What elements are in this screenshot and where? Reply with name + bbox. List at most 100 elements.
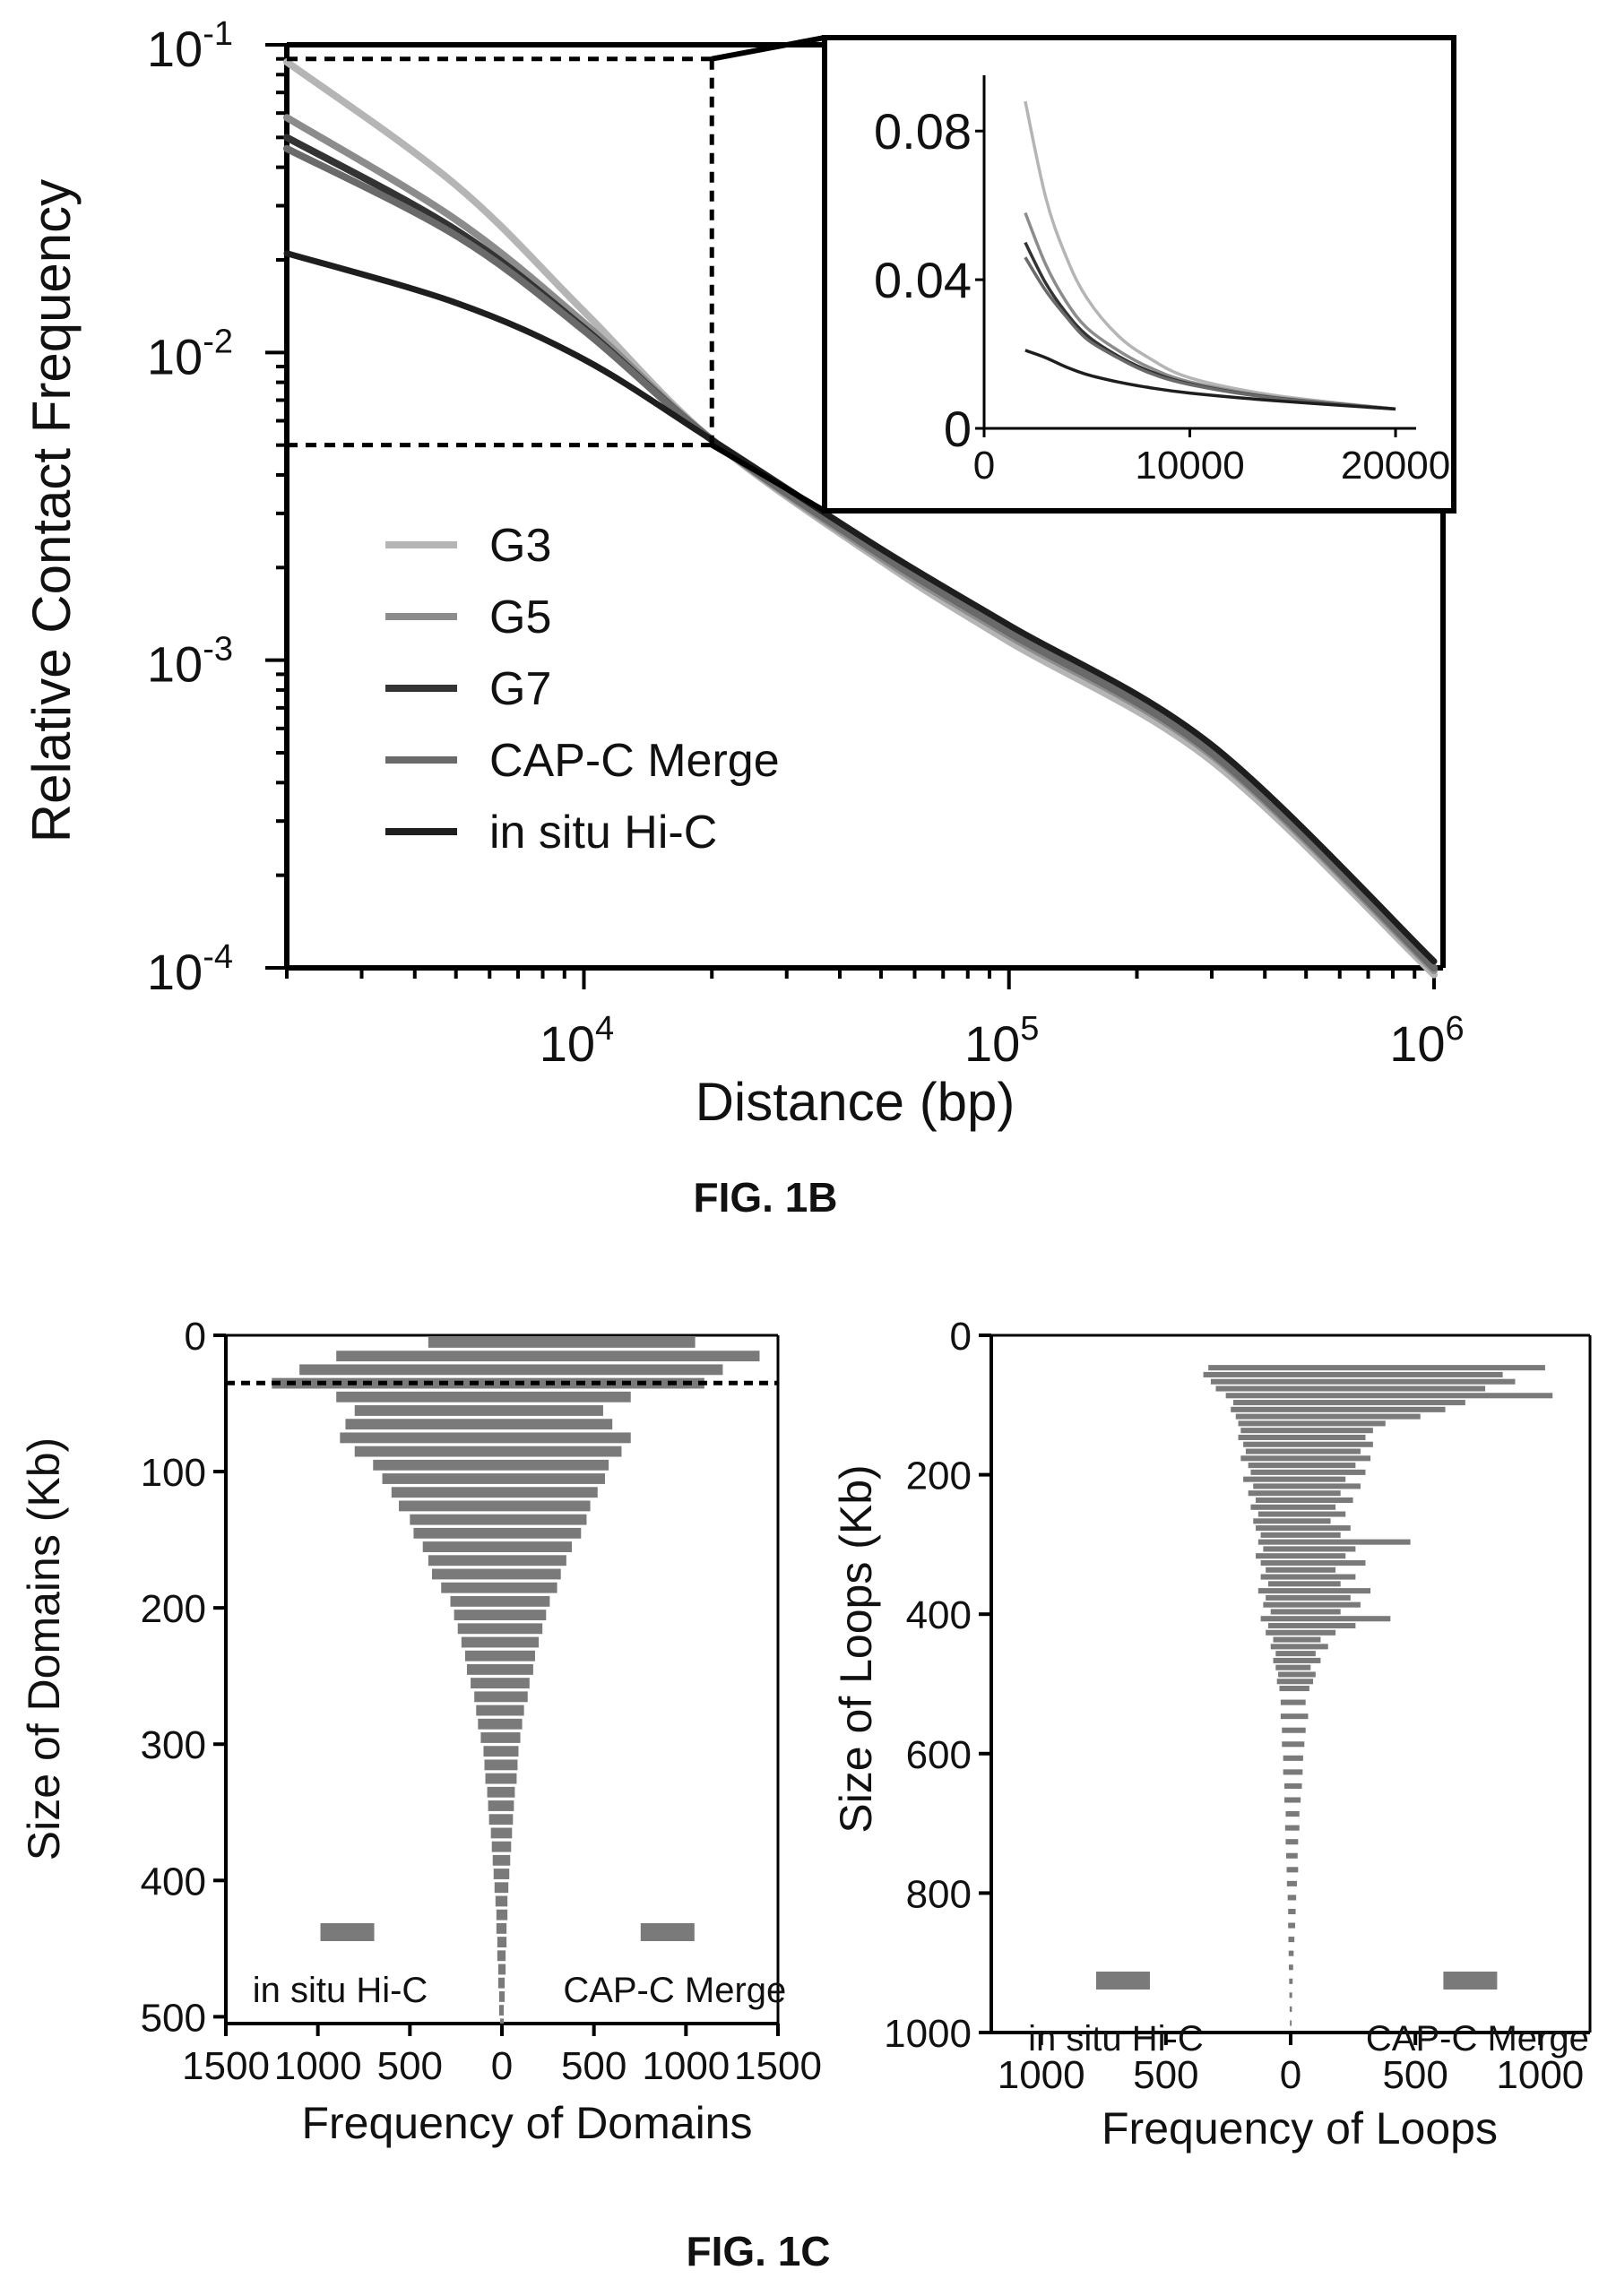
fig-1c-domains-bar-in-situ-hi-c — [391, 1487, 502, 1498]
fig-1c-loops-bar-in-situ-hi-c — [1284, 1797, 1291, 1803]
fig-1c-loops-legend-label-in-situ-hi-c: in situ Hi-C — [1028, 2019, 1204, 2059]
fig-1c-loops-y-tick-label: 200 — [906, 1454, 972, 1498]
fig-1c-loops-bar-in-situ-hi-c — [1279, 1686, 1291, 1692]
fig-1c-domains-bar-cap-c-merge — [502, 1473, 605, 1484]
fig-1c-domains-x-tick-label: 500 — [377, 2044, 443, 2088]
fig-1c-loops-bar-in-situ-hi-c — [1283, 1755, 1291, 1761]
fig-1c-loops-bar-cap-c-merge — [1291, 1664, 1311, 1670]
fig-1c-domains-bar-cap-c-merge — [502, 1922, 507, 1934]
fig-1c-domains-bar-in-situ-hi-c — [496, 1909, 502, 1921]
fig-1b-legend-label-g7: G7 — [489, 663, 551, 715]
fig-1c-domains-bar-in-situ-hi-c — [488, 1800, 502, 1811]
fig-1c-loops-bar-cap-c-merge — [1291, 1713, 1309, 1720]
fig-1c-loops-bar-in-situ-hi-c — [1256, 1553, 1291, 1559]
fig-1c-loops-bar-cap-c-merge — [1291, 1455, 1371, 1462]
fig-1c-domains-legend-label-cap-c-merge: CAP-C Merge — [563, 1971, 786, 2010]
fig-1c-domains-bar-cap-c-merge — [502, 1636, 540, 1648]
fig-1c-loops-bar-cap-c-merge — [1291, 1978, 1293, 1984]
fig-1c-loops-bar-cap-c-merge — [1291, 1393, 1553, 1399]
fig-1c-loops-bar-cap-c-merge — [1291, 1601, 1361, 1608]
fig-1c-loops-bar-cap-c-merge — [1291, 1441, 1373, 1447]
fig-1c-loops-bar-cap-c-merge — [1291, 1950, 1294, 1956]
fig-1c-loops-x-tick-label: 1000 — [998, 2053, 1085, 2097]
fig-1c-loops-bar-cap-c-merge — [1291, 1636, 1321, 1643]
fig-1c-loops-bar-cap-c-merge — [1291, 1686, 1309, 1692]
fig-1c-domains-bar-in-situ-hi-c — [495, 1895, 502, 1907]
fig-1c-label: FIG. 1C — [686, 2228, 830, 2274]
fig-1c-domains-bar-cap-c-merge — [502, 1800, 514, 1811]
fig-1c-loops-bar-in-situ-hi-c — [1275, 1651, 1291, 1657]
fig-1b-zoom-box — [287, 56, 714, 448]
fig-1b-inset-x-tick-label: 20000 — [1341, 444, 1450, 488]
fig-1c-domains-x-tick-label: 0 — [491, 2044, 513, 2088]
fig-1c-domains-bar-in-situ-hi-c — [345, 1419, 502, 1430]
fig-1c-domains-bar-in-situ-hi-c — [483, 1746, 502, 1757]
fig-1b-y-tick-label: 10-3 — [147, 631, 233, 693]
fig-1c-loops-bar-in-situ-hi-c — [1289, 1992, 1291, 1998]
fig-1c-loops-bar-cap-c-merge — [1291, 1727, 1306, 1733]
fig-1c-loops-y-tick-label: 400 — [906, 1593, 972, 1637]
fig-1c-domains-bar-cap-c-merge — [502, 1487, 598, 1498]
fig-1c-loops-bar-in-situ-hi-c — [1215, 1385, 1291, 1392]
fig-1c-loops-bar-cap-c-merge — [1291, 1434, 1366, 1440]
fig-1c-loops-bar-in-situ-hi-c — [1267, 1622, 1291, 1629]
fig-1c-loops-bar-in-situ-hi-c — [1260, 1559, 1291, 1567]
fig-1c-loops-bar-in-situ-hi-c — [1288, 1950, 1291, 1956]
fig-1c-loops-bar-in-situ-hi-c — [1285, 1852, 1291, 1859]
fig-1c-domains-y-axis-title: Size of Domains (Kb) — [19, 1437, 69, 1860]
fig-1c-loops-bar-cap-c-merge — [1291, 1581, 1341, 1587]
fig-1c-domains-y-tick-label: 200 — [141, 1587, 206, 1631]
fig-1c-loops-bar-cap-c-merge — [1291, 1476, 1346, 1482]
fig-1c-loops-bar-cap-c-merge — [1291, 1594, 1351, 1601]
fig-1c-loops-bar-cap-c-merge — [1291, 1420, 1386, 1427]
fig-1c-domains-bar-cap-c-merge — [502, 1691, 528, 1703]
fig-1b-series-cap-c-merge — [283, 144, 1438, 971]
fig-1c-loops-bar-cap-c-merge — [1291, 1895, 1297, 1901]
fig-1c-domains-bar-in-situ-hi-c — [494, 1882, 502, 1894]
fig-1c-loops-bar-in-situ-hi-c — [1275, 1664, 1291, 1670]
fig-1c-loops-bar-in-situ-hi-c — [1250, 1504, 1291, 1510]
fig-1c-domains-x-tick-label: 1500 — [734, 2044, 822, 2088]
fig-1c-domains-bar-cap-c-merge — [502, 1623, 543, 1635]
fig-1c-domains-bar-in-situ-hi-c — [354, 1446, 502, 1457]
fig-1c-loops-bar-in-situ-hi-c — [1263, 1546, 1291, 1552]
fig-1c-domains-x-tick-label: 1500 — [182, 2044, 270, 2088]
fig-1c-domains-bar-in-situ-hi-c — [498, 1990, 502, 2002]
fig-1c-loops-x-tick-label: 1000 — [1496, 2053, 1584, 2097]
fig-1c-domains-bar-in-situ-hi-c — [491, 1841, 502, 1852]
fig-1b-x-axis-title: Distance (bp) — [696, 1072, 1015, 1132]
fig-1c-loops-bar-in-situ-hi-c — [1282, 1727, 1291, 1733]
fig-1c-domains-bar-cap-c-merge — [502, 1514, 587, 1525]
fig-1c-domains-bar-in-situ-hi-c — [336, 1351, 502, 1362]
fig-1c-loops-bar-cap-c-merge — [1291, 1483, 1361, 1489]
fig-1c-loops-bar-in-situ-hi-c — [1210, 1378, 1291, 1385]
fig-1c-loops-x-tick-label: 0 — [1280, 2053, 1301, 2097]
fig-1c-domains-bar-cap-c-merge — [502, 1990, 506, 2002]
fig-1c-domains-bar-cap-c-merge — [502, 1405, 603, 1416]
fig-1c-domains-y-tick-label: 0 — [185, 1315, 206, 1359]
fig-1c-domains-bar-in-situ-hi-c — [484, 1759, 502, 1771]
fig-1c-domains-bar-cap-c-merge — [502, 1610, 547, 1621]
fig-1c-domains-bar-cap-c-merge — [502, 1937, 507, 1948]
fig-1c-loops-bar-cap-c-merge — [1291, 1371, 1503, 1377]
fig-1c-loops-bar-cap-c-merge — [1291, 1964, 1293, 1971]
fig-1c-loops-bar-cap-c-merge — [1291, 1559, 1366, 1567]
fig-1c-domains-bar-in-situ-hi-c — [493, 1869, 502, 1879]
fig-1c-domains-bar-in-situ-hi-c — [464, 1650, 502, 1662]
fig-1c-loops-bar-in-situ-hi-c — [1235, 1413, 1291, 1420]
fig-1b-legend-label-cap-c-merge: CAP-C Merge — [489, 735, 780, 787]
fig-1c-domains-bar-in-situ-hi-c — [492, 1854, 502, 1866]
fig-1c-domains-bar-in-situ-hi-c — [382, 1473, 502, 1484]
fig-1c-loops-bar-cap-c-merge — [1291, 1539, 1411, 1545]
fig-1c-loops-bar-cap-c-merge — [1291, 1644, 1328, 1650]
fig-1c-loops-bar-in-situ-hi-c — [1273, 1636, 1291, 1643]
fig-1c-loops-y-tick-label: 800 — [906, 1872, 972, 1916]
fig-1c-domains-legend-swatch-cap-c-merge — [640, 1923, 695, 1941]
fig-1c-loops-bar-in-situ-hi-c — [1238, 1420, 1291, 1427]
fig-1c-loops-bar-in-situ-hi-c — [1257, 1539, 1291, 1545]
fig-1c-loops-bar-in-situ-hi-c — [1260, 1574, 1291, 1580]
fig-1c-loops-bar-cap-c-merge — [1291, 1400, 1465, 1406]
fig-1c-loops-bar-cap-c-merge — [1291, 1511, 1346, 1517]
fig-1c-loops-bar-in-situ-hi-c — [1248, 1463, 1291, 1469]
fig-1b-y-axis-title: Relative Contact Frequency — [22, 179, 82, 842]
